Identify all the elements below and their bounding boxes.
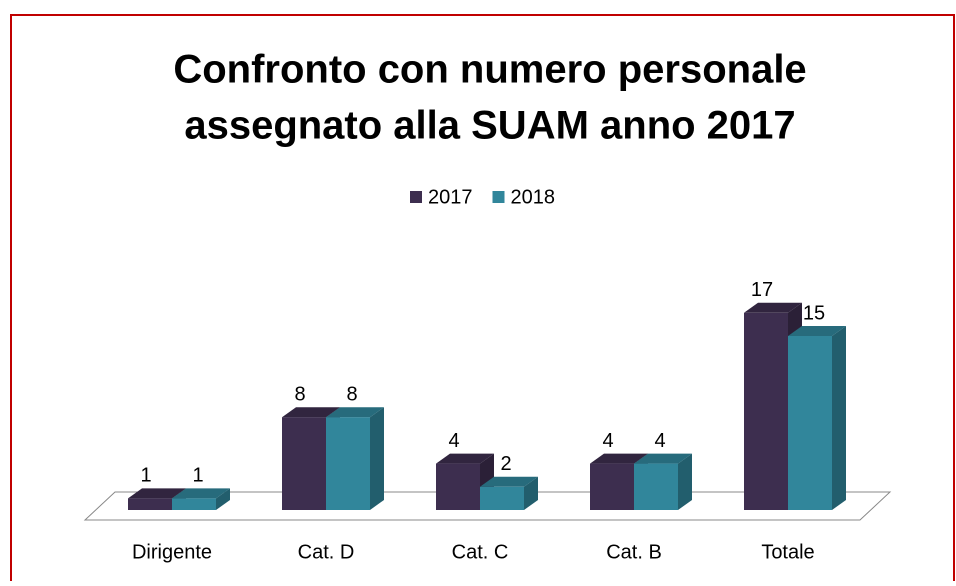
data-label: 4 — [654, 430, 665, 452]
data-label: 4 — [448, 430, 459, 452]
bar — [480, 476, 538, 510]
x-tick-label: Cat. D — [298, 541, 355, 563]
data-label: 15 — [803, 302, 825, 324]
bar-front — [788, 336, 832, 510]
bar-top — [480, 476, 538, 487]
bar-front — [634, 463, 678, 510]
data-label: 1 — [140, 465, 151, 487]
data-label: 1 — [192, 465, 203, 487]
bar-top — [282, 407, 340, 418]
legend-swatch — [492, 191, 505, 203]
bar-front — [480, 486, 524, 510]
bar — [326, 407, 384, 510]
bar-front — [282, 417, 326, 510]
bar-top — [634, 453, 692, 464]
bar-top — [326, 407, 384, 418]
bar-top — [128, 488, 186, 499]
data-label: 17 — [751, 279, 773, 301]
data-label: 8 — [346, 383, 357, 405]
bar-side — [678, 453, 692, 510]
bar-front — [744, 312, 788, 510]
legend-label: 2017 — [428, 186, 473, 208]
x-tick-label: Totale — [761, 541, 814, 563]
legend-label: 2018 — [511, 186, 556, 208]
bar — [172, 488, 230, 510]
bar-front — [128, 498, 172, 510]
bar-top — [436, 453, 494, 464]
x-tick-label: Cat. C — [452, 541, 509, 563]
bar — [788, 326, 846, 510]
chart-title: Confronto con numero personale — [173, 48, 806, 92]
bar-side — [524, 476, 538, 510]
bar-top — [744, 302, 802, 313]
bar-side — [832, 326, 846, 510]
data-label: 8 — [294, 383, 305, 405]
data-label: 2 — [500, 453, 511, 475]
bar-front — [436, 463, 480, 510]
x-tick-label: Dirigente — [132, 541, 212, 563]
bar-front — [326, 417, 370, 510]
bar-top — [590, 453, 648, 464]
bar-side — [370, 407, 384, 510]
chart-title: assegnato alla SUAM anno 2017 — [184, 104, 795, 148]
bar-top — [788, 326, 846, 336]
bar-side — [216, 488, 230, 510]
bar-front — [590, 463, 634, 510]
data-label: 4 — [602, 430, 613, 452]
bar — [634, 453, 692, 510]
bar-front — [172, 498, 216, 510]
x-tick-label: Cat. B — [606, 541, 662, 563]
bar — [436, 453, 494, 510]
legend-swatch — [410, 191, 422, 203]
bar-top — [172, 488, 230, 499]
